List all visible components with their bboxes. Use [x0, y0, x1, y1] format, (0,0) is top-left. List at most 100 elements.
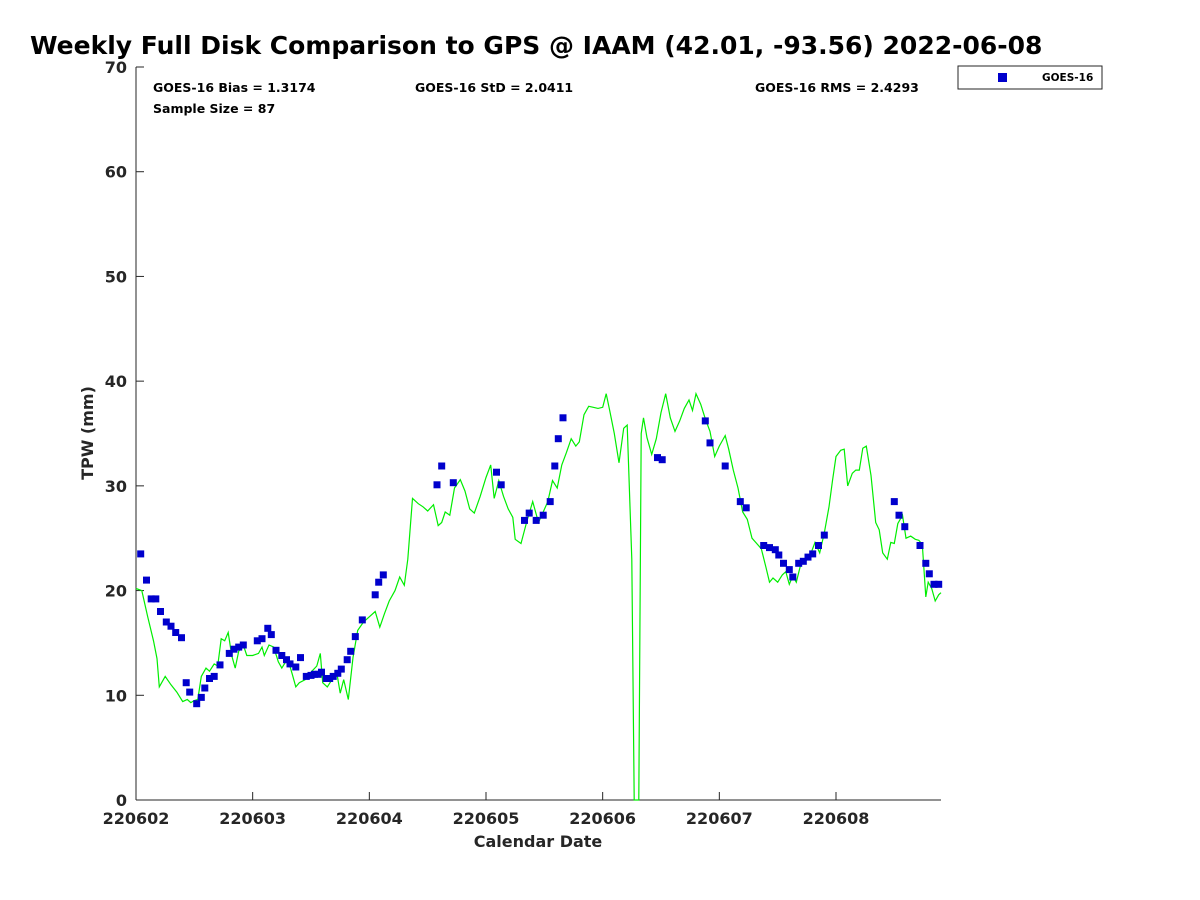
goes16-point [318, 668, 325, 676]
y-axis-label: TPW (mm) [78, 386, 97, 480]
goes16-point [278, 652, 286, 659]
goes16-point [216, 661, 224, 669]
goes16-point [935, 580, 943, 588]
x-tick-label: 220607 [686, 809, 753, 828]
goes16-point [551, 462, 559, 470]
goes16-point [193, 700, 201, 708]
goes16-point [343, 656, 351, 664]
goes16-point [162, 618, 170, 626]
goes16-point [347, 647, 355, 655]
x-axis-label: Calendar Date [474, 832, 603, 851]
goes16-point [925, 570, 933, 578]
goes16-point [438, 462, 446, 470]
goes16-point [785, 566, 793, 574]
goes16-point [901, 523, 909, 531]
goes16-point [143, 576, 150, 584]
goes16-point [815, 542, 822, 549]
goes16-point [760, 542, 768, 549]
goes16-point [197, 693, 205, 701]
std-stat: GOES-16 StD = 2.0411 [415, 80, 573, 95]
goes16-point [152, 595, 160, 603]
x-tick-label: 220603 [219, 809, 286, 828]
goes16-point [658, 456, 666, 464]
goes16-point [795, 559, 803, 567]
goes16-point [766, 544, 773, 552]
goes16-point [178, 634, 185, 642]
goes16-point [701, 417, 709, 425]
rms-stat: GOES-16 RMS = 2.4293 [755, 80, 919, 95]
goes16-point [258, 635, 266, 643]
goes16-point [272, 646, 280, 654]
goes16-point [930, 580, 938, 588]
x-tick-label: 220608 [803, 809, 870, 828]
x-tick-label: 220606 [569, 809, 636, 828]
goes16-point [329, 672, 337, 680]
goes16-point [371, 591, 379, 599]
x-tick-label: 220604 [336, 809, 403, 828]
goes16-point [172, 629, 180, 636]
goes16-point [157, 608, 164, 615]
legend: GOES-16 [957, 65, 1103, 90]
goes16-point [210, 672, 218, 680]
goes16-point [890, 498, 898, 506]
goes16-point [137, 550, 145, 558]
goes16-point [239, 641, 247, 649]
goes16-point [253, 637, 261, 645]
goes16-point [297, 654, 304, 662]
goes16-point [525, 509, 533, 517]
y-tick-label: 20 [105, 582, 127, 601]
goes16-point [532, 516, 540, 524]
goes16-points-layer [137, 414, 943, 708]
goes16-point [799, 557, 807, 565]
axes [135, 67, 941, 801]
goes16-point [182, 679, 190, 687]
goes16-point [230, 645, 238, 653]
goes16-point [497, 481, 505, 489]
goes16-point [820, 531, 828, 539]
legend-label-goes16: GOES-16 [1042, 72, 1093, 84]
goes16-point [736, 498, 744, 506]
goes16-point [654, 454, 661, 462]
goes16-point [147, 595, 155, 603]
gps-tpw-line [135, 391, 942, 801]
y-tick-label: 40 [105, 372, 127, 391]
goes16-point [554, 435, 562, 443]
goes16-point [895, 511, 903, 519]
goes16-point [186, 688, 194, 696]
goes16-point [302, 672, 310, 680]
bias-stat: GOES-16 Bias = 1.3174 [153, 80, 316, 95]
goes16-point [742, 504, 750, 512]
goes16-point [559, 414, 567, 422]
y-tick-label: 50 [105, 267, 127, 286]
goes16-point [334, 669, 342, 677]
y-tick-label: 60 [105, 163, 127, 182]
goes16-point [283, 656, 290, 664]
goes16-point [264, 624, 272, 632]
goes16-point [916, 542, 924, 549]
goes16-point [286, 660, 294, 668]
goes16-point [789, 573, 797, 581]
y-ticks: 0 10 20 30 40 50 60 70 [105, 58, 144, 810]
x-tick-label: 220602 [103, 809, 170, 828]
goes16-point [379, 571, 387, 579]
goes16-point [292, 663, 300, 671]
goes16-point [706, 439, 714, 447]
goes16-point [546, 498, 554, 506]
goes16-point [771, 546, 779, 554]
x-ticks: 220602 220603 220604 220605 220606 220607 2206… [103, 792, 870, 828]
goes16-point [358, 616, 366, 624]
sample-size-stat: Sample Size = 87 [153, 101, 275, 116]
goes16-point [235, 643, 243, 651]
goes16-point [721, 462, 729, 470]
goes16-point [539, 511, 547, 519]
chart-title: Weekly Full Disk Comparison to GPS @ IAA… [30, 31, 1042, 60]
y-tick-label: 30 [105, 477, 127, 496]
goes16-point [521, 516, 528, 524]
legend-box [957, 65, 1103, 90]
goes16-point [922, 559, 930, 567]
goes16-point [375, 578, 383, 586]
gps-line-layer [135, 391, 942, 801]
goes16-point [780, 559, 787, 567]
y-tick-label: 0 [116, 791, 127, 810]
